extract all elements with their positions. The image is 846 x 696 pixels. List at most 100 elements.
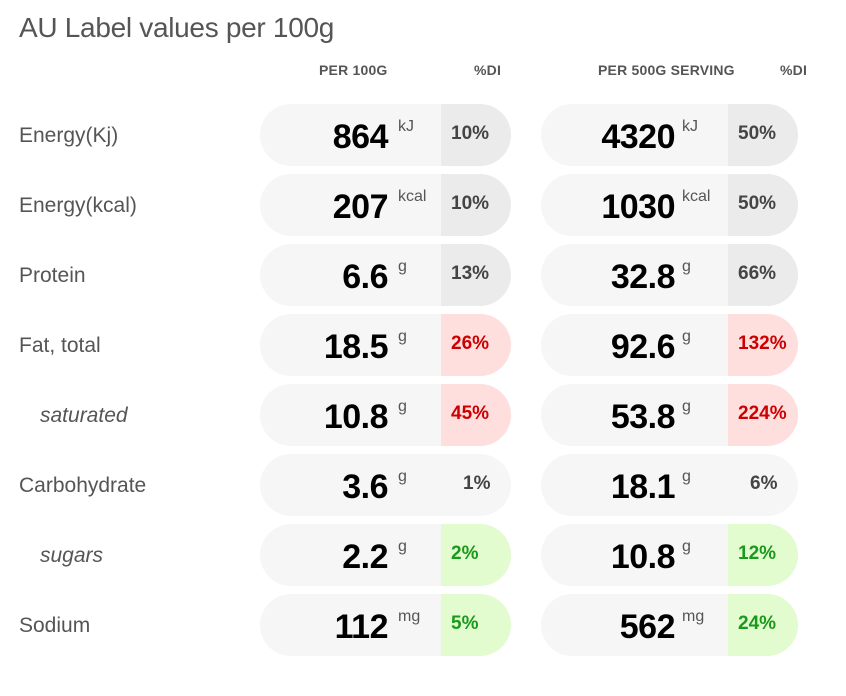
per-100g-value: 864 [332,118,389,156]
nutrient-label: saturated [40,404,128,427]
per-100g-di-badge: 1% [441,454,511,516]
per-serving-value: 562 [619,608,676,646]
per-100g-value: 2.2 [342,538,388,576]
per-serving-cell: 10.8 g 12% [541,524,798,586]
per-serving-cell: 1030 kcal 50% [541,174,798,236]
per-serving-unit: kcal [682,188,711,205]
per-serving-di-badge: 50% [728,104,798,166]
per-serving-unit: g [682,328,691,345]
per-serving-unit: mg [682,608,705,625]
per-serving-cell: 18.1 g 6% [541,454,798,516]
per-serving-di-value: 50% [738,193,777,214]
per-serving-value: 92.6 [610,328,676,366]
per-100g-di-value: 45% [451,403,490,424]
header-di-2: %DI [780,62,808,78]
per-serving-value: 32.8 [610,258,676,296]
nutrient-label: Sodium [19,614,91,637]
per-serving-di-badge: 24% [728,594,798,656]
table-row: Energy(kcal) 207 kcal 10% 1030 kcal 50% [0,174,846,236]
per-serving-di-badge: 66% [728,244,798,306]
per-100g-cell: 112 mg 5% [260,594,511,656]
per-serving-di-value: 12% [738,543,777,564]
per-serving-unit: g [682,538,691,555]
per-serving-di-badge: 132% [728,314,798,376]
per-100g-unit: g [398,468,407,485]
nutrient-label: Energy(kcal) [19,194,137,217]
per-100g-unit: mg [398,608,421,625]
per-100g-cell: 18.5 g 26% [260,314,511,376]
per-serving-cell: 562 mg 24% [541,594,798,656]
per-100g-di-badge: 10% [441,174,511,236]
per-100g-di-value: 13% [451,263,490,284]
per-100g-di-badge: 2% [441,524,511,586]
per-serving-cell: 92.6 g 132% [541,314,798,376]
per-100g-di-value: 10% [451,123,490,144]
per-serving-unit: g [682,398,691,415]
per-100g-di-badge: 5% [441,594,511,656]
nutrient-label: Carbohydrate [19,474,147,497]
per-serving-unit: g [682,468,691,485]
per-100g-cell: 6.6 g 13% [260,244,511,306]
per-100g-di-value: 2% [451,543,479,564]
nutrient-label: Energy(Kj) [19,124,119,147]
per-100g-unit: kcal [398,188,427,205]
per-100g-value: 112 [334,608,389,646]
table-row: Carbohydrate 3.6 g 1% 18.1 g 6% [0,454,846,516]
per-serving-di-value: 24% [738,613,777,634]
per-100g-cell: 207 kcal 10% [260,174,511,236]
table-row: Energy(Kj) 864 kJ 10% 4320 kJ 50% [0,104,846,166]
nutrient-label: Fat, total [19,334,101,357]
per-100g-cell: 3.6 g 1% [260,454,511,516]
per-serving-di-value: 50% [738,123,777,144]
per-serving-unit: kJ [682,118,698,135]
per-serving-di-value: 66% [738,263,777,284]
per-100g-cell: 2.2 g 2% [260,524,511,586]
per-100g-cell: 864 kJ 10% [260,104,511,166]
per-100g-value: 3.6 [342,468,388,506]
per-serving-unit: g [682,258,691,275]
per-100g-unit: g [398,538,407,555]
per-100g-value: 207 [332,188,389,226]
per-serving-value: 53.8 [610,398,676,436]
header-per-serving: PER 500G SERVING [598,62,735,78]
per-100g-unit: g [398,258,407,275]
per-100g-unit: kJ [398,118,414,135]
table-row: sugars 2.2 g 2% 10.8 g 12% [0,524,846,586]
per-100g-unit: g [398,328,407,345]
per-100g-di-value: 5% [451,613,479,634]
table-row: Protein 6.6 g 13% 32.8 g 66% [0,244,846,306]
per-serving-cell: 4320 kJ 50% [541,104,798,166]
table-row: saturated 10.8 g 45% 53.8 g 224% [0,384,846,446]
per-100g-di-badge: 26% [441,314,511,376]
per-100g-di-value: 1% [463,473,491,494]
per-serving-di-value: 6% [750,473,778,494]
page-title: AU Label values per 100g [19,12,335,43]
per-serving-cell: 32.8 g 66% [541,244,798,306]
per-100g-di-badge: 13% [441,244,511,306]
per-serving-di-badge: 224% [728,384,798,446]
per-serving-di-value: 132% [738,333,787,354]
per-100g-di-value: 10% [451,193,490,214]
header-di-1: %DI [474,62,502,78]
table-row: Fat, total 18.5 g 26% 92.6 g 132% [0,314,846,376]
per-100g-di-value: 26% [451,333,490,354]
per-serving-di-value: 224% [738,403,787,424]
header-per-100g: PER 100G [319,62,388,78]
per-100g-di-badge: 45% [441,384,511,446]
per-serving-value: 4320 [601,118,675,156]
per-100g-value: 6.6 [342,258,388,296]
per-serving-di-badge: 6% [728,454,798,516]
nutrient-label: sugars [40,544,104,567]
per-100g-value: 18.5 [323,328,389,366]
per-serving-value: 10.8 [610,538,676,576]
table-row: Sodium 112 mg 5% 562 mg 24% [0,594,846,656]
per-100g-unit: g [398,398,407,415]
per-serving-cell: 53.8 g 224% [541,384,798,446]
per-serving-di-badge: 50% [728,174,798,236]
per-100g-value: 10.8 [323,398,389,436]
per-serving-value: 1030 [601,188,675,226]
per-serving-di-badge: 12% [728,524,798,586]
per-100g-di-badge: 10% [441,104,511,166]
per-serving-value: 18.1 [610,468,676,506]
nutrient-label: Protein [19,264,86,287]
